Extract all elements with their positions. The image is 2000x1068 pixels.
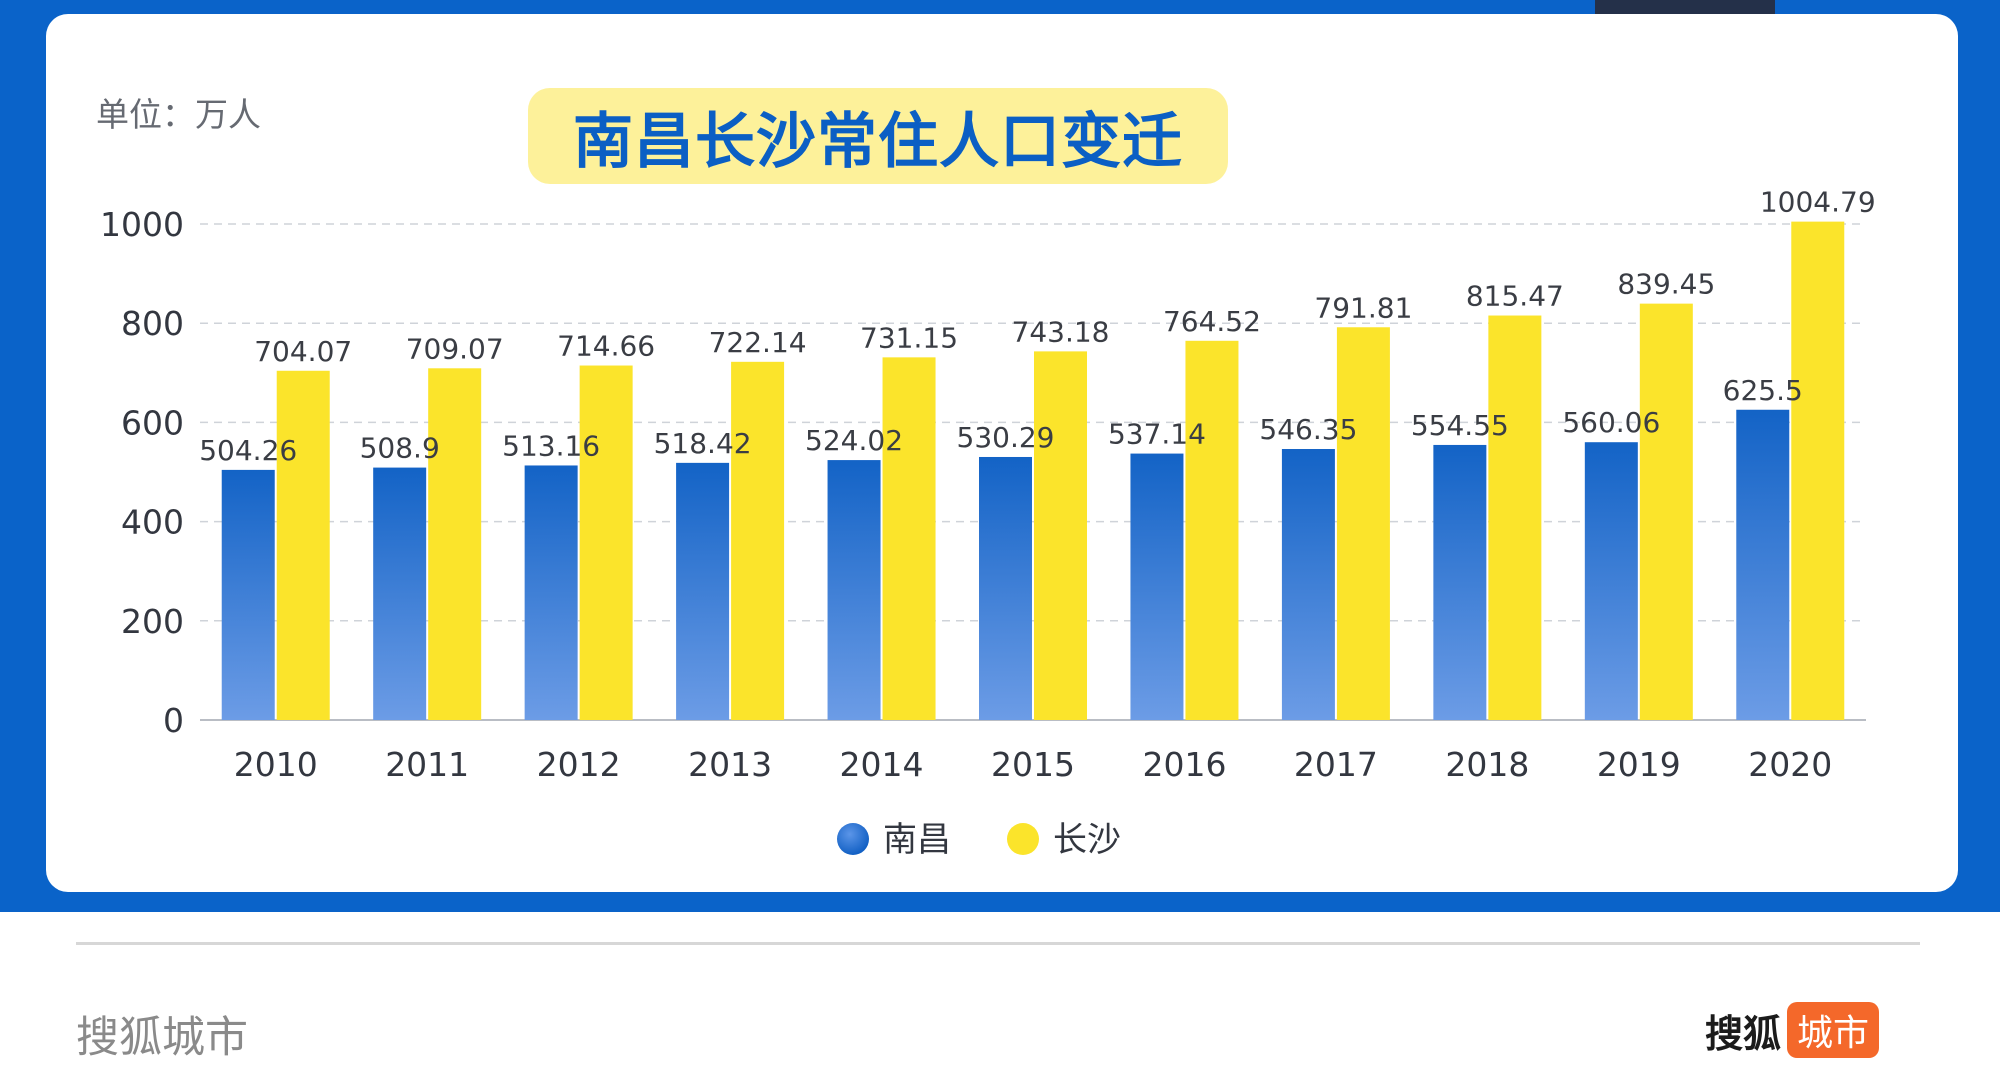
data-label-changsha: 764.52 — [1163, 305, 1261, 338]
legend-item-changsha-label: 长沙 — [1053, 820, 1121, 860]
x-tick-label: 2019 — [1597, 745, 1681, 784]
data-label-nanchang: 513.16 — [502, 429, 600, 462]
data-label-nanchang: 504.26 — [199, 434, 297, 467]
data-label-changsha: 731.15 — [860, 321, 958, 354]
title-banner: 南昌长沙常住人口变迁 — [528, 88, 1228, 184]
bar-changsha — [276, 370, 330, 720]
x-axis-ticks: 2010 2011 2012 2013 2014 2015 2016 2017 2018 2019… — [234, 745, 1833, 784]
x-tick-label: 2011 — [385, 745, 469, 784]
x-tick-label: 2016 — [1142, 745, 1226, 784]
y-tick-label: 400 — [121, 503, 184, 542]
legend: 南昌 长沙 — [837, 820, 1121, 860]
x-tick-label: 2018 — [1445, 745, 1529, 784]
y-tick-label: 600 — [121, 403, 184, 442]
y-axis-ticks: 0 200 400 600 800 1000 — [100, 205, 184, 740]
x-tick-label: 2014 — [840, 745, 924, 784]
x-tick-label: 2017 — [1294, 745, 1378, 784]
y-tick-label: 800 — [121, 304, 184, 343]
bar-changsha — [1185, 340, 1239, 720]
bar-nanchang — [979, 456, 1032, 720]
data-label-nanchang: 554.55 — [1411, 409, 1509, 442]
legend-item-nanchang-label: 南昌 — [883, 820, 951, 860]
data-label-nanchang: 546.35 — [1259, 413, 1357, 446]
bar-changsha — [1034, 351, 1087, 720]
bar-changsha — [428, 368, 482, 720]
bar-nanchang — [1281, 449, 1335, 720]
bar-nanchang — [1130, 453, 1184, 720]
data-label-nanchang: 625.5 — [1723, 374, 1803, 407]
x-tick-label: 2020 — [1748, 745, 1832, 784]
data-label-nanchang: 524.02 — [805, 424, 903, 457]
data-label-changsha: 704.07 — [254, 335, 352, 368]
unit-label: 单位：万人 — [96, 95, 261, 134]
bar-chart: 0 200 400 600 800 1000 504.26 704.07 508.9 709.0… — [100, 186, 1876, 860]
bar-nanchang — [524, 465, 578, 720]
bar-nanchang — [827, 460, 881, 720]
bar-nanchang — [221, 469, 275, 720]
data-label-nanchang: 530.29 — [957, 421, 1055, 454]
data-label-changsha: 791.81 — [1314, 291, 1412, 324]
data-label-nanchang: 508.9 — [360, 432, 440, 465]
bar-changsha — [1336, 327, 1390, 720]
bar-nanchang — [1736, 409, 1790, 720]
bar-changsha — [1791, 221, 1845, 721]
bar-changsha — [731, 361, 785, 720]
data-labels: 504.26 704.07 508.9 709.07 513.16 714.66 518.4… — [199, 186, 1875, 467]
x-tick-label: 2010 — [234, 745, 318, 784]
bar-changsha — [882, 357, 936, 720]
x-tick-label: 2012 — [537, 745, 621, 784]
data-label-changsha: 709.07 — [406, 332, 504, 365]
footer-logo: 搜狐 城市 — [1705, 1002, 1880, 1058]
footer-divider — [76, 942, 1920, 945]
top-tab-decoration — [1595, 0, 1775, 14]
data-label-nanchang: 537.14 — [1108, 418, 1206, 451]
bar-nanchang — [1433, 444, 1487, 720]
bars — [221, 221, 1845, 721]
bar-changsha — [579, 365, 633, 720]
x-tick-label: 2013 — [688, 745, 772, 784]
data-label-changsha: 743.18 — [1012, 315, 1110, 348]
data-label-nanchang: 560.06 — [1562, 406, 1660, 439]
data-label-changsha: 722.14 — [709, 326, 807, 359]
logo-text: 搜狐 — [1705, 1011, 1782, 1056]
y-tick-label: 0 — [163, 701, 184, 740]
bar-nanchang — [676, 462, 730, 720]
bar-nanchang — [373, 467, 427, 720]
x-tick-label: 2015 — [991, 745, 1075, 784]
chart-title: 南昌长沙常住人口变迁 — [573, 106, 1183, 177]
bar-changsha — [1639, 303, 1693, 720]
logo-badge: 城市 — [1787, 1002, 1880, 1058]
data-label-changsha: 839.45 — [1617, 268, 1715, 301]
legend-item-changsha-swatch — [1007, 823, 1039, 855]
data-label-changsha: 714.66 — [557, 330, 655, 363]
y-tick-label: 1000 — [100, 205, 184, 244]
footer-source: 搜狐城市 — [76, 1013, 248, 1063]
bar-nanchang — [1584, 442, 1638, 720]
bar-changsha — [1488, 315, 1542, 720]
data-label-nanchang: 518.42 — [654, 427, 752, 460]
legend-item-nanchang-swatch — [837, 823, 869, 855]
y-tick-label: 200 — [121, 602, 184, 641]
data-label-changsha: 815.47 — [1466, 280, 1564, 313]
data-label-changsha: 1004.79 — [1760, 186, 1876, 219]
